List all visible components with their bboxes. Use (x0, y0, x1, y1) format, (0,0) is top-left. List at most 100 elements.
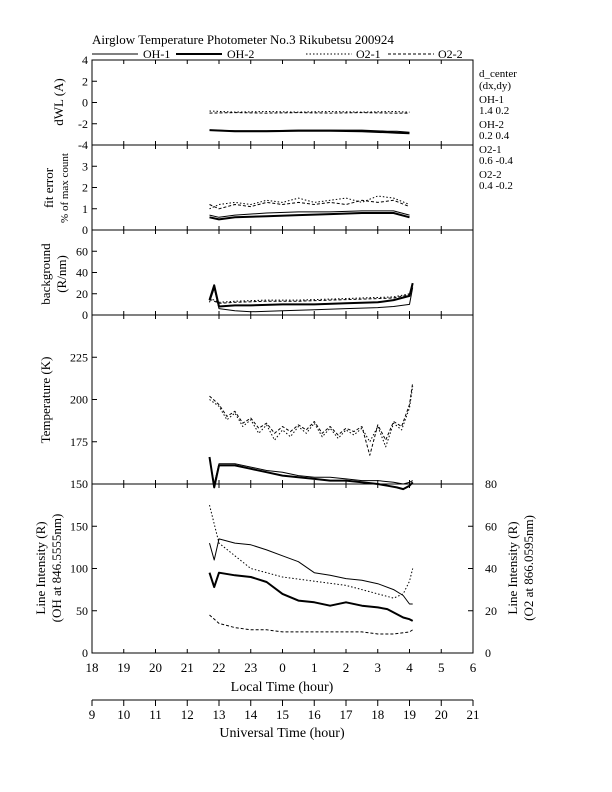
annotation-value-oh-1: 1.4 0.2 (479, 105, 509, 117)
series-oh-2-panel-3 (208, 282, 414, 308)
series-oh-2-panel-1 (209, 129, 410, 135)
universal-time-tick-label: 15 (276, 707, 289, 722)
y-tick-label: 150 (70, 477, 88, 491)
y-right-tick-label: 0 (485, 646, 491, 660)
series-oh-2-panel-4 (208, 456, 414, 491)
y-tick-label: 50 (76, 604, 88, 618)
panel-fit-error-frame (91, 144, 474, 231)
series-oh-1-panel-5 (209, 538, 413, 605)
y-tick-label: 4 (82, 53, 88, 67)
y-tick-label: 1 (82, 202, 88, 216)
ylabel-fit-error: fit error (41, 167, 56, 208)
ylabel-background-unit: (R/nm) (54, 255, 69, 293)
annotation-value-o2-1: 0.6 -0.4 (479, 155, 513, 167)
local-time-tick-label: 5 (438, 660, 445, 675)
series-o2-2-panel-1 (209, 112, 410, 114)
ylabel-dwl: dWL (A) (51, 78, 66, 126)
ylabel-fit-error-unit: % of max count (59, 153, 71, 223)
series-oh-2-panel-2 (209, 212, 410, 221)
panel-background-frame (91, 229, 474, 316)
series-o2-1-panel-4 (209, 385, 414, 448)
universal-time-tick-label: 11 (149, 707, 162, 722)
local-time-tick-label: 21 (181, 660, 194, 675)
series-o2-1-panel-3 (209, 285, 414, 303)
universal-time-tick-label: 14 (244, 707, 258, 722)
y-tick-label: 40 (76, 266, 88, 280)
universal-time-tick-label: 17 (340, 707, 354, 722)
y-tick-label: 0 (82, 223, 88, 237)
y-axis-titles: dWL (A) fit error % of max count backgro… (33, 78, 536, 622)
y-tick-label: 200 (70, 393, 88, 407)
legend-label-o2-1: O2-1 (356, 47, 381, 61)
series-oh-2-panel-5 (208, 571, 414, 622)
y-tick-label: 150 (70, 519, 88, 533)
y-right-tick-label: 40 (485, 562, 497, 576)
universal-time-tick-label: 12 (181, 707, 194, 722)
ylabel-right-intensity: Line Intensity (R) (505, 521, 520, 614)
series-o2-2-panel-4 (209, 382, 414, 456)
universal-time-tick-label: 20 (435, 707, 448, 722)
series-oh-1-panel-2 (209, 210, 410, 218)
series-o2-2-panel-3 (209, 286, 414, 304)
annotation-name-oh-1: OH-1 (479, 94, 504, 106)
universal-time-tick-label: 13 (213, 707, 226, 722)
local-time-tick-label: 23 (244, 660, 257, 675)
local-time-tick-label: 22 (213, 660, 226, 675)
legend-label-o2-2: O2-2 (438, 47, 463, 61)
y-tick-label: -4 (78, 138, 88, 152)
y-tick-label: 225 (70, 350, 88, 364)
annotation-name-oh-2: OH-2 (479, 119, 504, 131)
series-o2-1-panel-5 (209, 504, 414, 599)
universal-time-tick-label: 9 (89, 707, 96, 722)
series-o2-2-panel-5 (209, 614, 413, 635)
local-time-tick-label: 19 (117, 660, 130, 675)
legend-label-oh-1: OH-1 (143, 47, 170, 61)
local-time-tick-label: 4 (406, 660, 413, 675)
universal-time-tick-label: 21 (467, 707, 480, 722)
local-time-tick-label: 2 (343, 660, 350, 675)
axis-ticks: 18 19 20 21 22 23 0 1 2 3 4 5 69 10 11 12 13 14 15 16 17 18 19… (70, 53, 497, 722)
series-o2-1-panel-1 (209, 110, 410, 113)
series-layer (208, 110, 414, 635)
universal-time-axis-label: Universal Time (hour) (219, 726, 345, 741)
series-o2-1-panel-2 (209, 195, 410, 210)
y-right-tick-label: 60 (485, 519, 497, 533)
universal-time-tick-label: 16 (308, 707, 322, 722)
local-time-tick-label: 6 (470, 660, 477, 675)
annotation-value-oh-2: 0.2 0.4 (479, 130, 510, 142)
annotation-value-o2-2: 0.4 -0.2 (479, 180, 513, 192)
y-right-tick-label: 20 (485, 604, 497, 618)
local-time-tick-label: 0 (279, 660, 286, 675)
universal-time-tick-label: 19 (403, 707, 416, 722)
y-tick-label: 2 (82, 74, 88, 88)
annotation-subtitle: (dx,dy) (479, 80, 511, 92)
y-tick-label: -2 (78, 117, 88, 131)
y-tick-label: 60 (76, 244, 88, 258)
legend: OH-1 OH-2 O2-1 O2-2 (92, 47, 463, 61)
local-time-axis-label: Local Time (hour) (231, 680, 334, 695)
series-oh-1-panel-4 (209, 458, 413, 485)
local-time-tick-label: 1 (311, 660, 318, 675)
y-tick-label: 100 (70, 562, 88, 576)
y-tick-label: 175 (70, 435, 88, 449)
side-annotations: d_center (dx,dy) OH-1 1.4 0.2 OH-2 0.2 0… (479, 68, 517, 192)
annotation-name-o2-1: O2-1 (479, 144, 502, 156)
ylabel-intensity-oh: (OH at 846.5555nm) (49, 514, 64, 623)
panel-temperature-frame (91, 314, 474, 485)
local-time-tick-label: 3 (375, 660, 382, 675)
annotation-name-o2-2: O2-2 (479, 169, 502, 181)
ylabel-right-intensity-o2: (O2 at 866.0595nm) (521, 515, 536, 621)
y-tick-label: 0 (82, 646, 88, 660)
y-tick-label: 2 (82, 181, 88, 195)
local-time-tick-label: 20 (149, 660, 162, 675)
ylabel-background: background (38, 243, 53, 305)
y-tick-label: 3 (82, 159, 88, 173)
universal-time-tick-label: 18 (371, 707, 384, 722)
legend-label-oh-2: OH-2 (227, 47, 254, 61)
y-tick-label: 20 (76, 287, 88, 301)
y-right-tick-label: 80 (485, 477, 497, 491)
ylabel-temperature: Temperature (K) (38, 357, 53, 444)
universal-time-tick-label: 10 (117, 707, 130, 722)
y-tick-label: 0 (82, 308, 88, 322)
ylabel-intensity: Line Intensity (R) (33, 521, 48, 614)
